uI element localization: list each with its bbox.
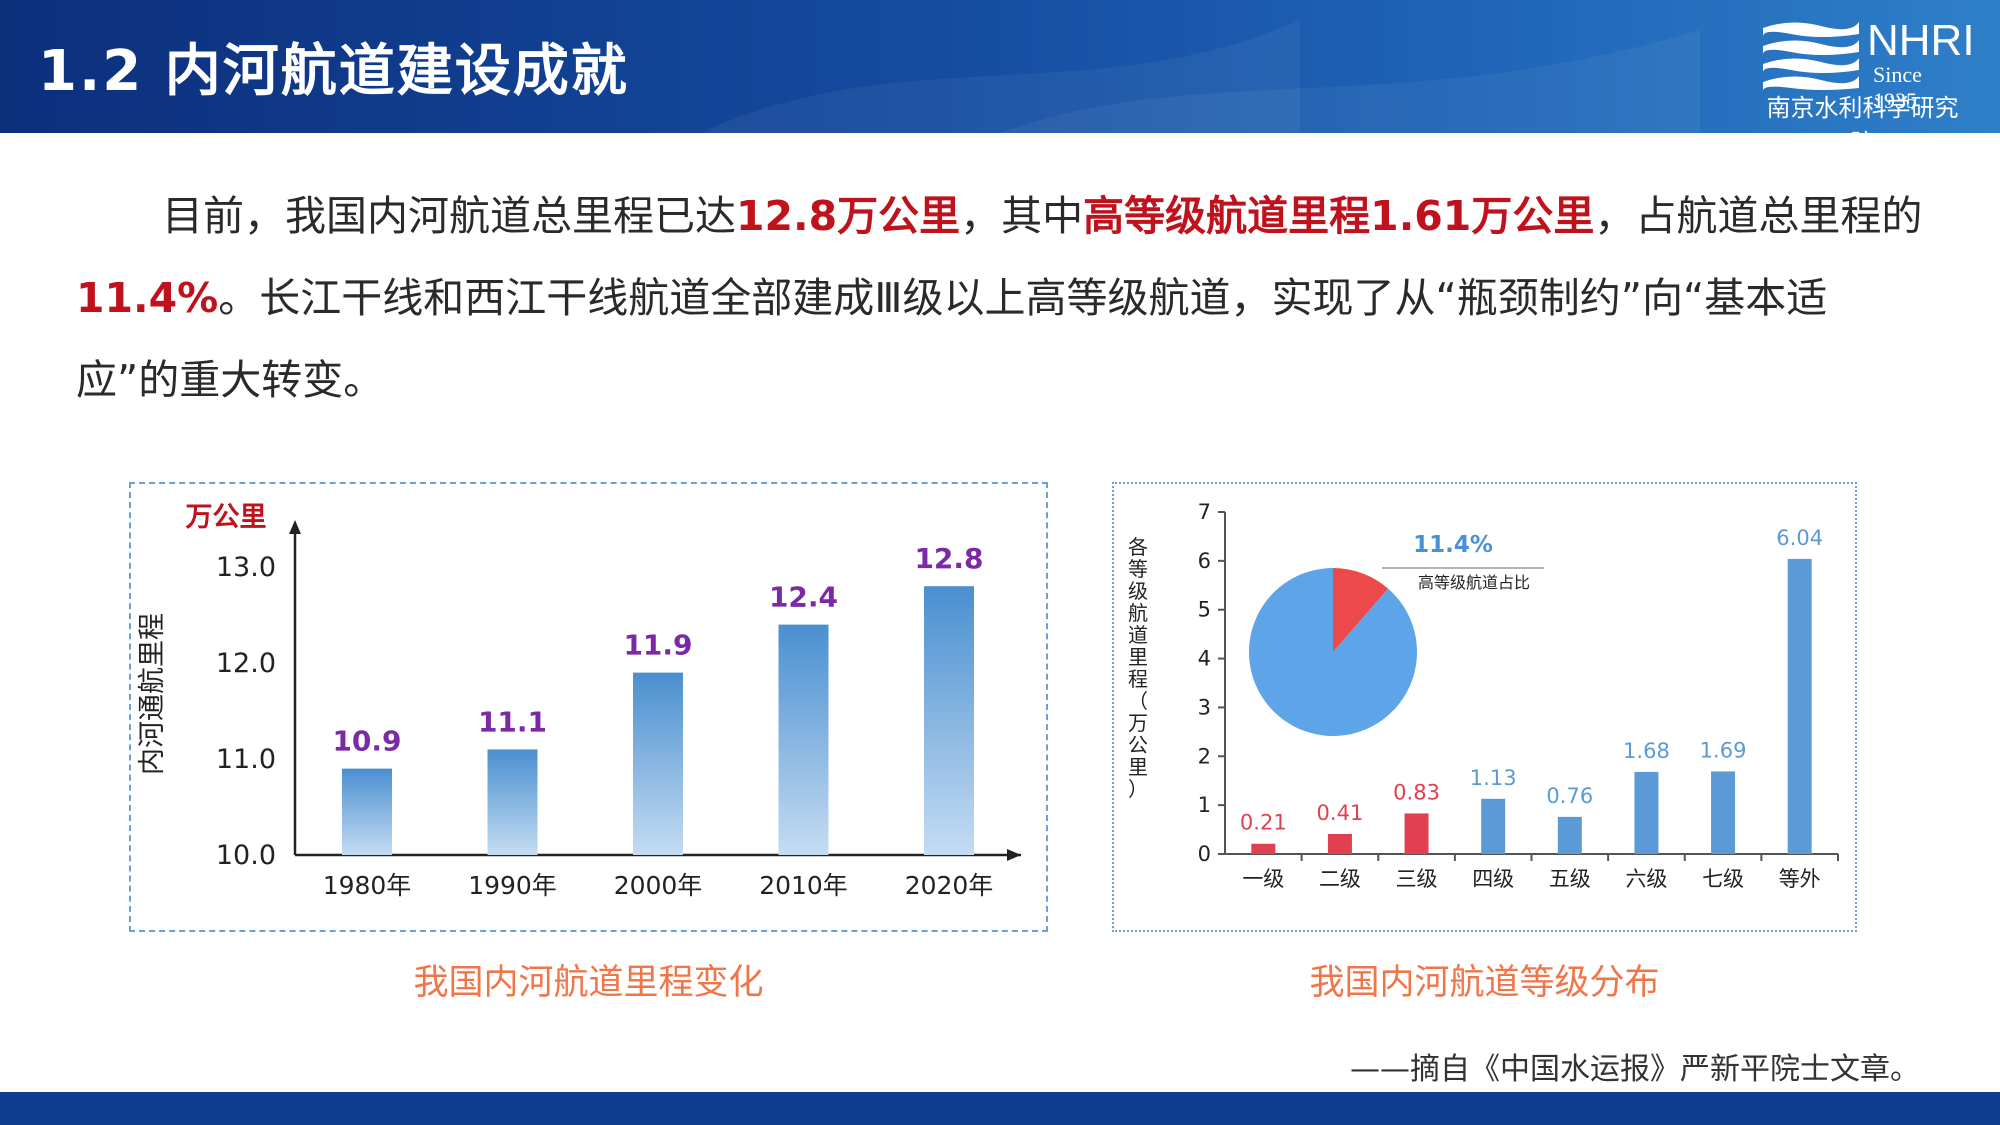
y-tick-label: 4 — [1198, 647, 1211, 671]
x-tick-label: 1990年 — [468, 871, 557, 900]
header-wave-decoration — [700, 20, 1700, 133]
y-tick-label: 1 — [1198, 793, 1211, 817]
intro-text-1: 目前，我国内河航道总里程已达 — [162, 192, 736, 240]
x-tick-label: 七级 — [1702, 867, 1744, 891]
y-tick-label: 0 — [1198, 842, 1211, 866]
nhri-logo: NHRI Since 1935 南京水利科学研究院 — [1755, 14, 1975, 133]
pie-annotation: 高等级航道占比 — [1418, 573, 1530, 592]
x-axis-arrow-icon — [1007, 849, 1021, 861]
mileage-bar — [487, 749, 538, 855]
bar-data-label: 6.04 — [1776, 526, 1823, 550]
x-tick-label: 等外 — [1779, 867, 1821, 891]
x-tick-label: 五级 — [1549, 867, 1591, 891]
grade-bar — [1404, 813, 1429, 854]
grade-chart-panel: 0 1 2 3 4 5 6 7 各等级航道里程（万公里） 0.21 一级 0.41 二级 0.83 三级 1.… — [1112, 482, 1857, 932]
y-tick-label: 13.0 — [216, 552, 276, 583]
bar-data-label: 11.9 — [623, 629, 692, 662]
grade-bar — [1481, 798, 1506, 854]
mileage-bar — [342, 768, 392, 855]
pie-slice — [1333, 568, 1389, 652]
bar-data-label: 12.8 — [914, 542, 983, 575]
mileage-chart-panel: 万公里内河通航里程 10.0 11.0 12.0 13.0 10.9 1980年 11.1 19… — [129, 482, 1048, 932]
grade-bar — [1251, 843, 1276, 854]
mileage-bar — [633, 672, 683, 855]
bar-data-label: 0.83 — [1393, 780, 1440, 804]
grade-bar — [1634, 771, 1659, 854]
bar-data-label: 0.41 — [1317, 801, 1364, 825]
mileage-chart-caption: 我国内河航道里程变化 — [413, 963, 764, 1003]
x-tick-label: 四级 — [1472, 867, 1514, 891]
pie-slice — [1249, 568, 1417, 736]
grade-bar — [1711, 771, 1736, 854]
y-tick-label: 2 — [1198, 744, 1211, 768]
x-tick-label: 六级 — [1625, 867, 1667, 891]
bar-data-label: 0.76 — [1546, 784, 1593, 808]
intro-highlight-percent: 11.4% — [76, 274, 219, 322]
page-title: 1.2 内河航道建设成就 — [38, 39, 629, 104]
wave-logo-icon — [1762, 22, 1859, 92]
x-tick-label: 2020年 — [905, 871, 994, 900]
intro-highlight-total: 12.8万公里 — [736, 192, 961, 240]
footer-bar — [0, 1092, 2000, 1125]
grade-bar — [1787, 558, 1812, 854]
mileage-bar — [924, 586, 974, 855]
intro-text-2: ，其中 — [960, 192, 1084, 240]
y-tick-label: 11.0 — [216, 744, 276, 775]
y-axis-title: 内河通航里程 — [137, 613, 168, 775]
y-axis-arrow-icon — [289, 520, 301, 534]
bar-data-label: 0.21 — [1240, 811, 1287, 835]
intro-highlight-high-grade: 高等级航道里程1.61万公里 — [1083, 192, 1595, 240]
y-tick-label: 7 — [1198, 500, 1211, 524]
mileage-bar — [778, 624, 829, 855]
x-tick-label: 1980年 — [323, 871, 412, 900]
y-tick-label: 3 — [1198, 695, 1211, 719]
y-axis-title: 各等级航道里程（万公里） — [1128, 535, 1148, 801]
y-unit-label: 万公里 — [186, 502, 267, 533]
header-bar: 1.2 内河航道建设成就 NHRI Since 1935 南京水利科学研究院 — [0, 0, 2000, 133]
bar-data-label: 10.9 — [332, 725, 401, 758]
pie-percent-label: 11.4% — [1413, 532, 1493, 558]
intro-text-3: ，占航道总里程的 — [1594, 192, 1923, 240]
x-tick-label: 2000年 — [614, 871, 703, 900]
y-tick-label: 12.0 — [216, 648, 276, 679]
grade-bar — [1557, 816, 1582, 854]
x-tick-label: 二级 — [1319, 867, 1361, 891]
bar-data-label: 11.1 — [478, 705, 547, 738]
intro-paragraph: 目前，我国内河航道总里程已达12.8万公里，其中高等级航道里程1.61万公里，占… — [76, 175, 1926, 421]
grade-chart-caption: 我国内河航道等级分布 — [1309, 963, 1660, 1003]
grade-bar-chart: 0 1 2 3 4 5 6 7 各等级航道里程（万公里） 0.21 一级 0.41 二级 0.83 三级 1.… — [1128, 500, 1839, 891]
source-citation: ——摘自《中国水运报》严新平院士文章。 — [1350, 1052, 1920, 1087]
y-tick-label: 5 — [1198, 598, 1211, 622]
bar-data-label: 12.4 — [769, 581, 838, 614]
logo-org-name: 南京水利科学研究院 — [1766, 94, 1959, 133]
bar-data-label: 1.68 — [1623, 739, 1670, 763]
intro-text-4: 。长江干线和西江干线航道全部建成Ⅲ级以上高等级航道，实现了从“瓶颈制约”向“基本… — [76, 274, 1828, 404]
logo-since: Since 1935 — [1873, 62, 1922, 113]
grade-bar — [1327, 833, 1352, 854]
y-tick-label: 6 — [1198, 549, 1211, 573]
x-tick-label: 三级 — [1396, 867, 1438, 891]
y-tick-label: 10.0 — [216, 840, 276, 871]
x-tick-label: 2010年 — [759, 871, 848, 900]
logo-name: NHRI — [1867, 16, 1975, 65]
bar-data-label: 1.69 — [1700, 738, 1747, 762]
x-tick-label: 一级 — [1242, 867, 1284, 891]
bar-data-label: 1.13 — [1470, 766, 1517, 790]
